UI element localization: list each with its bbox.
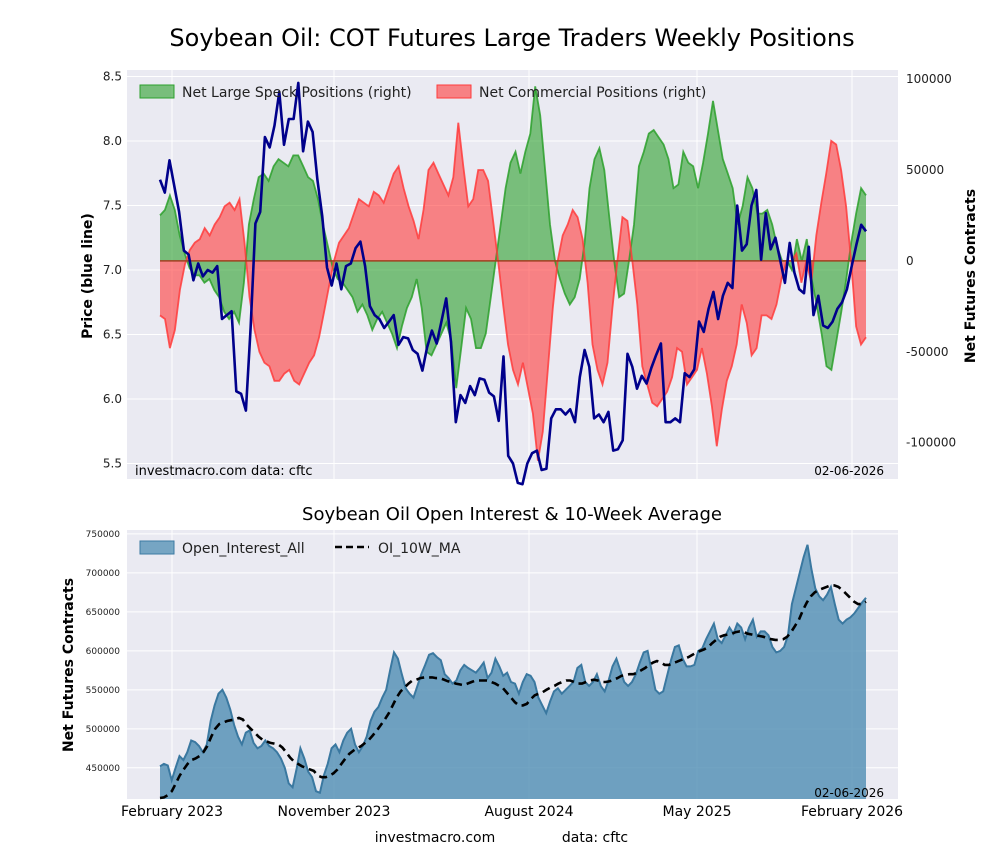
- right-tick-label: 100000: [906, 72, 952, 86]
- spec-edge-line: [159, 86, 867, 389]
- bottom-y-tick-label: 500000: [86, 725, 121, 735]
- bottom-line: [159, 584, 867, 800]
- bottom-legend: Open_Interest_All OI_10W_MA: [139, 540, 461, 557]
- left-tick-label: 6.0: [103, 392, 122, 406]
- right-tick-label: 0: [906, 254, 914, 268]
- right-tick-label: 50000: [906, 163, 944, 177]
- price-line: [158, 81, 868, 486]
- legend-swatch-spec: [139, 84, 175, 99]
- left-axis-label: Price (blue line): [80, 213, 96, 339]
- bottom-x-tick-label: May 2025: [662, 804, 731, 820]
- bottom-axis-label: Net Futures Contracts: [61, 578, 77, 752]
- left-tick-label: 5.5: [103, 457, 122, 471]
- bottom-x-ticks: February 2023 November 2023 August 2024 May…: [121, 804, 903, 820]
- top-right-ticks: -100000 -50000 0 50000 100000: [906, 72, 956, 450]
- legend-swatch-comm: [436, 84, 472, 99]
- right-tick-label: -100000: [906, 436, 956, 450]
- right-tick-label: -50000: [906, 345, 949, 359]
- bottom-y-tick-label: 550000: [86, 686, 121, 696]
- bottom-x-tick-label: February 2026: [801, 804, 903, 820]
- legend-label-oi: Open_Interest_All: [182, 541, 305, 557]
- bottom-y-tick-label: 450000: [86, 764, 121, 774]
- top-date-label: 02-06-2026: [814, 464, 884, 478]
- left-tick-label: 8.0: [103, 134, 122, 148]
- right-axis-label: Net Futures Contracts: [963, 189, 979, 363]
- chart-title: Soybean Oil: COT Futures Large Traders W…: [169, 24, 854, 52]
- bottom-area: [159, 544, 867, 799]
- top-left-ticks: 5.5 6.0 6.5 7.0 7.5 8.0 8.5: [103, 69, 122, 470]
- oi-edge-line: [159, 544, 867, 795]
- comm-edge-line: [159, 122, 867, 461]
- bottom-title: Soybean Oil Open Interest & 10-Week Aver…: [302, 504, 722, 525]
- legend-swatch-oi: [139, 540, 175, 555]
- left-tick-label: 8.5: [103, 69, 122, 83]
- bottom-y-tick-label: 600000: [86, 647, 121, 657]
- left-tick-label: 7.0: [103, 263, 122, 277]
- footer-source: data: cftc: [562, 830, 628, 846]
- bottom-y-tick-label: 750000: [86, 530, 121, 540]
- legend-label-ma: OI_10W_MA: [378, 541, 461, 557]
- left-tick-label: 6.5: [103, 327, 122, 341]
- bottom-y-tick-label: 650000: [86, 608, 121, 618]
- top-panel: 5.5 6.0 6.5 7.0 7.5 8.0 8.5 -100000 -50000 0 5000…: [80, 69, 979, 486]
- top-watermark: investmacro.com data: cftc: [135, 464, 313, 479]
- top-lines: [158, 81, 868, 486]
- top-legend: Net Large Speck Positions (right) Net Co…: [139, 84, 706, 101]
- bottom-x-tick-label: November 2023: [278, 804, 391, 820]
- bottom-y-ticks: 450000 500000 550000 600000 650000 700000 7500…: [86, 530, 121, 774]
- bottom-y-tick-label: 700000: [86, 569, 121, 579]
- bottom-x-tick-label: February 2023: [121, 804, 223, 820]
- bottom-x-tick-label: August 2024: [484, 804, 573, 820]
- legend-label-comm: Net Commercial Positions (right): [479, 85, 706, 101]
- legend-label-spec: Net Large Speck Positions (right): [182, 85, 412, 101]
- footer-site: investmacro.com: [375, 830, 495, 846]
- oi-ma-line: [159, 584, 867, 800]
- bottom-date-label: 02-06-2026: [814, 786, 884, 800]
- oi-area: [160, 544, 866, 799]
- bottom-panel: Soybean Oil Open Interest & 10-Week Aver…: [61, 504, 903, 820]
- spec-area: [160, 86, 866, 389]
- left-tick-label: 7.5: [103, 198, 122, 212]
